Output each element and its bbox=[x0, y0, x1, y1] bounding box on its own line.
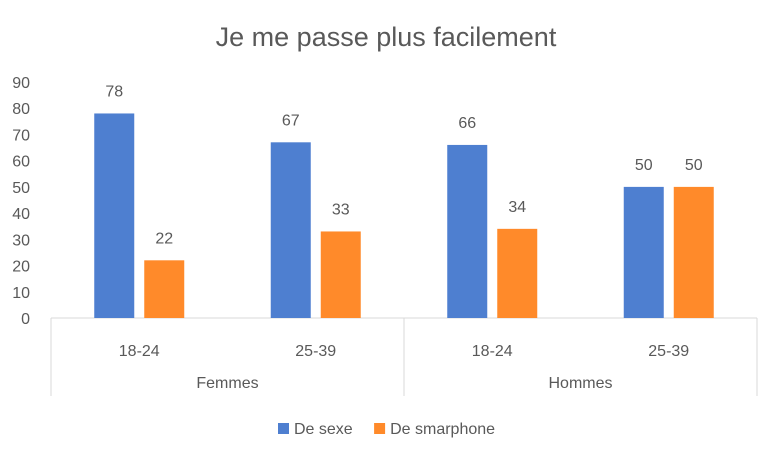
y-tick-label: 90 bbox=[12, 75, 30, 92]
data-label: 33 bbox=[332, 201, 350, 218]
data-label: 78 bbox=[105, 83, 123, 100]
legend-label: De sexe bbox=[294, 421, 353, 438]
category-label: 18-24 bbox=[119, 343, 160, 360]
bar bbox=[447, 144, 488, 318]
bar bbox=[497, 228, 538, 318]
bar bbox=[94, 113, 135, 318]
data-label: 50 bbox=[685, 157, 703, 174]
group-label: Femmes bbox=[196, 375, 258, 392]
y-tick-label: 50 bbox=[12, 180, 30, 197]
data-label: 66 bbox=[458, 115, 476, 132]
legend-swatch bbox=[278, 423, 289, 434]
data-label: 22 bbox=[155, 230, 173, 247]
y-tick-label: 60 bbox=[12, 154, 30, 171]
y-tick-label: 0 bbox=[21, 311, 30, 328]
category-label: 18-24 bbox=[472, 343, 513, 360]
y-tick-label: 30 bbox=[12, 232, 30, 249]
y-tick-label: 80 bbox=[12, 101, 30, 118]
data-label: 67 bbox=[282, 112, 300, 129]
y-tick-label: 20 bbox=[12, 259, 30, 276]
category-label: 25-39 bbox=[295, 343, 336, 360]
bar bbox=[320, 231, 361, 318]
y-tick-label: 40 bbox=[12, 206, 30, 223]
bar bbox=[623, 186, 664, 318]
data-label: 34 bbox=[508, 199, 526, 216]
bar bbox=[144, 260, 185, 318]
chart-title: Je me passe plus facilement bbox=[216, 22, 557, 52]
bar bbox=[673, 186, 714, 318]
legend-label: De smarphone bbox=[390, 421, 495, 438]
category-label: 25-39 bbox=[648, 343, 689, 360]
data-label: 50 bbox=[635, 157, 653, 174]
group-label: Hommes bbox=[548, 375, 612, 392]
legend-swatch bbox=[374, 423, 386, 434]
bar bbox=[270, 142, 311, 318]
y-tick-label: 10 bbox=[12, 285, 30, 302]
y-tick-label: 70 bbox=[12, 127, 30, 144]
